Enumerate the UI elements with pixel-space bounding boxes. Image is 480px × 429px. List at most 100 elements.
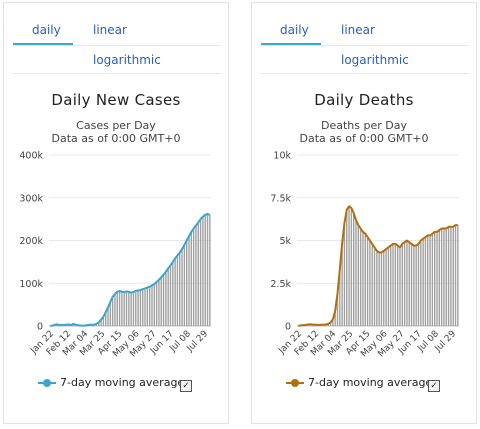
bar [190,231,193,326]
bar [334,310,336,326]
bar [128,291,130,326]
bar [139,290,142,326]
bar [355,219,357,326]
y-tick-label: 200k [19,236,43,247]
cases-panel: daily linear logarithmic Daily New Cases… [3,2,229,424]
bar [348,206,350,326]
bar [148,286,151,326]
bar [427,235,429,326]
bar [125,291,128,326]
bar [350,208,353,326]
bar [135,290,137,326]
bar [179,252,181,326]
bar [204,214,206,326]
tab-logarithmic[interactable]: logarithmic [93,53,161,67]
bar [413,245,415,326]
tab-daily[interactable]: daily [32,23,61,37]
bar [390,245,392,326]
bar [353,213,355,326]
tab-logarithmic[interactable]: logarithmic [341,53,409,67]
bar [417,243,420,326]
bar [392,243,394,326]
y-tick-label: 10k [273,151,291,162]
chart-subtitle: Deaths per Day [321,119,407,132]
deaths-panel: daily linear logarithmic Daily Deaths De… [251,2,477,424]
bar [383,250,385,326]
bar [371,243,373,326]
bar [339,269,341,326]
bar [151,285,153,326]
bar [192,228,195,326]
bar [440,228,443,326]
tab-linear[interactable]: linear [341,23,375,37]
y-tick-label: 400k [19,151,43,162]
tab-daily[interactable]: daily [280,23,309,37]
bar [364,233,366,326]
y-tick-label: 0 [37,322,43,333]
tab-daily-underline [261,43,321,45]
bar [183,244,186,326]
bar [403,242,406,326]
legend-line-marker [286,378,304,388]
y-tick-label: 100k [19,279,43,290]
tab-divider [13,45,221,46]
bar [438,230,441,326]
bar [336,293,339,326]
y-tick-label: 7.5k [270,193,291,204]
bar [431,233,434,326]
bar [406,240,408,326]
bar [174,258,176,326]
bar [457,225,459,326]
bar [153,284,155,326]
bar [162,274,165,326]
bar [195,225,197,326]
bar [144,288,146,326]
bar [199,219,202,326]
bar [206,213,209,326]
bar [118,290,121,326]
bar [327,323,329,326]
bar [202,216,204,326]
legend[interactable]: 7-day moving average [38,376,184,389]
moving-average-checkbox[interactable]: ✓ [180,380,192,392]
bar [105,312,107,326]
bar [408,242,410,326]
bar [155,281,158,326]
tab-divider [13,73,221,74]
bar [121,291,123,326]
legend-line-marker [38,378,56,388]
legend[interactable]: 7-day moving average [286,376,432,389]
bar [366,237,369,326]
bar [450,226,452,326]
bar [132,291,135,326]
bar [378,252,380,326]
bar [114,293,116,326]
chart-title: Daily New Cases [51,91,181,109]
bar [130,292,132,326]
bar [346,209,348,326]
tab-linear[interactable]: linear [93,23,127,37]
bar [123,292,125,326]
bar [169,265,172,326]
bar [410,243,413,326]
bar [454,225,457,326]
bar [443,228,445,326]
bar [167,268,169,326]
bar [186,240,188,326]
bar [387,247,390,326]
bar [447,226,450,326]
bar [373,247,376,326]
chart-data-date: Data as of 0:00 GMT+0 [51,132,181,145]
bar [424,237,427,326]
moving-average-checkbox[interactable]: ✓ [428,380,440,392]
bar [399,247,401,326]
chart-title: Daily Deaths [314,91,414,109]
legend-label: 7-day moving average [60,376,185,389]
y-tick-label: 2.5k [270,279,291,290]
bar [98,322,100,326]
y-tick-label: 300k [19,193,43,204]
bar [109,302,112,326]
bar [107,307,109,326]
